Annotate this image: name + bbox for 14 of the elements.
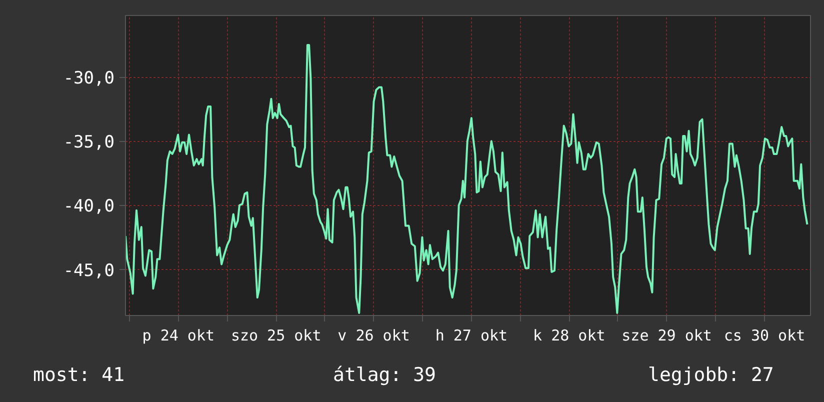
- x-tick-label: szo 25 okt: [230, 326, 322, 344]
- x-tick-label: cs 30 okt: [724, 326, 806, 344]
- x-tick-label: h 27 okt: [435, 326, 508, 344]
- y-tick-label: -45,0: [63, 260, 115, 281]
- x-tick-label: sze 29 okt: [622, 326, 712, 344]
- y-tick-label: -30,0: [63, 68, 115, 89]
- text: legjobb: 27: [648, 363, 774, 388]
- text: most: 41: [33, 363, 125, 388]
- y-tick-label: -35,0: [63, 132, 115, 153]
- y-tick-label: -40,0: [63, 196, 115, 217]
- text: átlag: 39: [333, 363, 436, 388]
- x-tick-label: k 28 okt: [533, 326, 606, 344]
- x-tick-label: v 26 okt: [338, 326, 410, 344]
- x-tick-label: p 24 okt: [142, 326, 215, 344]
